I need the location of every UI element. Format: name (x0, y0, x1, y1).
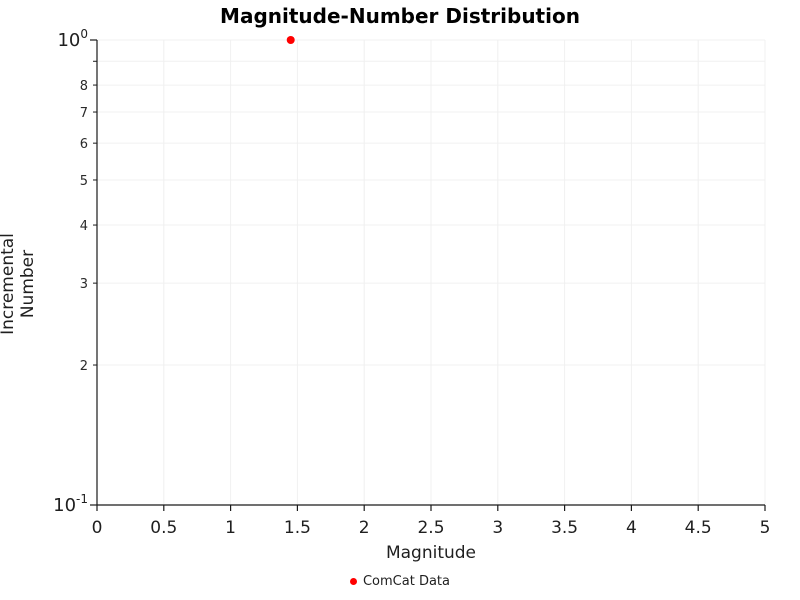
x-tick-label: 1 (225, 518, 236, 538)
x-tick-label: 2 (359, 518, 370, 538)
y-tick-label: 10-1 (53, 492, 88, 516)
x-axis-label: Magnitude (385, 543, 477, 563)
y-minor-tick-label: 5 (80, 174, 88, 189)
x-tick-label: 4.5 (685, 518, 712, 538)
x-tick-label: 1.5 (284, 518, 311, 538)
y-tick-label: 100 (57, 27, 88, 51)
x-tick-label: 3 (492, 518, 503, 538)
data-point (286, 36, 295, 44)
legend-marker-icon (349, 578, 357, 585)
x-tick-label: 3.5 (551, 518, 578, 538)
y-minor-tick-label: 8 (80, 79, 88, 94)
y-minor-tick-label: 2 (80, 359, 88, 374)
x-tick-label: 0 (92, 518, 103, 538)
y-minor-tick-label: 4 (80, 219, 88, 234)
y-minor-tick-label: 7 (80, 106, 88, 121)
y-minor-tick-label: 6 (80, 137, 88, 152)
legend-label: ComCat Data (362, 574, 450, 589)
x-tick-label: 4 (626, 518, 637, 538)
legend: ComCat Data (0, 574, 800, 589)
chart-title: Magnitude-Number Distribution (220, 4, 580, 28)
x-tick-label: 5 (760, 518, 771, 538)
y-minor-tick-label: 3 (80, 277, 88, 292)
x-tick-label: 2.5 (417, 518, 444, 538)
y-axis-label: Incremental Number (0, 233, 38, 335)
x-tick-label: 0.5 (150, 518, 177, 538)
